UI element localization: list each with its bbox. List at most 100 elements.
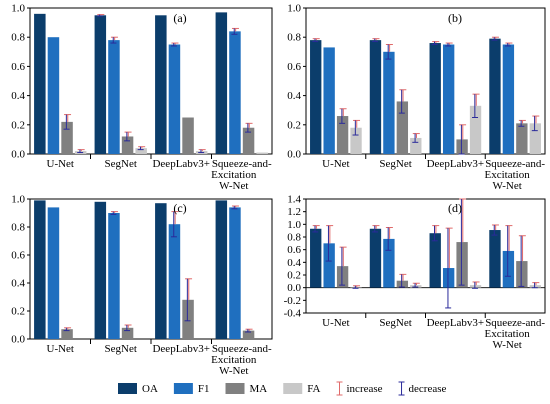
bar-fa-2	[410, 137, 422, 154]
legend-swatch	[118, 383, 137, 394]
y-tick-label: -0.2	[284, 295, 301, 307]
bar-f1-1	[47, 207, 60, 339]
bar-f1-1	[323, 47, 335, 154]
bar-f1-2	[108, 213, 120, 339]
x-category-label: DeepLabv3+	[427, 158, 485, 170]
chart-panel-2: 0.0 0.2 0.4 0.6 0.8 1.0 U-Net SegNet DeepLabv3+ S…	[287, 3, 546, 192]
x-category-label: SegNet	[105, 158, 137, 170]
bar-oa-2	[94, 201, 107, 339]
x-category-label: DeepLabv3+	[152, 343, 210, 355]
y-tick-label: 0.0	[11, 149, 25, 161]
y-tick-label: 0.6	[11, 61, 25, 73]
bar-ma-4	[516, 123, 528, 154]
bar-oa-1	[34, 13, 46, 155]
x-category-label: U-Net	[47, 158, 75, 170]
bar-ma-2	[121, 136, 134, 154]
panel-label: (a)	[173, 11, 186, 25]
y-tick-label: 0.2	[11, 119, 25, 131]
legend-swatch	[173, 383, 193, 394]
legend-swatch	[225, 383, 245, 394]
bar-oa-4	[215, 12, 228, 154]
x-category-label: Squeeze-and-Excitation W-Net	[485, 317, 546, 351]
y-tick-label: 1.2	[287, 206, 301, 218]
bar-oa-2	[369, 40, 382, 155]
panel-label: (b)	[448, 11, 462, 25]
y-tick-label: 0.8	[11, 32, 25, 44]
bar-ma-4	[242, 330, 255, 339]
legend-label: OA	[142, 383, 158, 395]
y-tick-label: 0.8	[287, 32, 301, 44]
y-tick-label: 0.0	[287, 282, 301, 294]
y-tick-label: 0.4	[287, 257, 301, 269]
x-category-label: Squeeze-and-Excitation W-Net	[485, 158, 546, 192]
x-category-label: SegNet	[379, 317, 411, 329]
legend: OA F1 MA FA increase decrease	[118, 381, 447, 396]
bar-fa-4	[529, 285, 541, 288]
y-tick-label: 0.0	[287, 149, 301, 161]
legend-label: F1	[198, 383, 210, 395]
bar-oa-2	[94, 15, 107, 154]
panel-label: (c)	[173, 201, 186, 215]
x-category-label: SegNet	[105, 343, 137, 355]
bar-ma-2	[396, 280, 409, 288]
bar-ma-2	[396, 101, 409, 154]
bar-f1-4	[502, 250, 515, 288]
x-category-label: Squeeze-and-Excitation W-Net	[211, 158, 272, 192]
bar-oa-3	[429, 233, 441, 288]
chart-panel-3: 0.0 0.2 0.4 0.6 0.8 1.0 U-Net SegNet DeepLabv3+ S…	[11, 194, 273, 377]
chart-panel-1: 0.0 0.2 0.4 0.6 0.8 1.0 U-Net SegNet DeepLabv3+ S…	[11, 3, 273, 192]
bar-f1-4	[229, 31, 241, 154]
legend-item-oa: OA	[118, 383, 158, 395]
bar-f1-4	[502, 44, 515, 154]
legend-label: decrease	[409, 383, 447, 395]
y-tick-label: 0.4	[11, 90, 25, 102]
bar-f1-4	[229, 207, 241, 339]
legend-label: MA	[250, 383, 268, 395]
bar-fa-3	[469, 285, 482, 288]
bar-oa-3	[429, 43, 441, 154]
x-category-label: DeepLabv3+	[427, 317, 485, 329]
legend-item-ma: MA	[225, 383, 268, 395]
bar-fa-4	[529, 123, 541, 154]
bar-fa-1	[350, 287, 362, 288]
legend-swatch	[283, 383, 303, 394]
bar-ma-1	[61, 329, 73, 339]
chart-panel-4: -0.4-0.20.00.20.40.60.81.01.21.4 U-Net Seg…	[284, 194, 546, 351]
bar-ma-3	[456, 139, 468, 154]
x-category-label: Squeeze-and-Excitation W-Net	[211, 343, 272, 377]
bar-oa-1	[310, 228, 322, 288]
y-tick-label: 0.6	[287, 61, 301, 73]
bar-ma-4	[516, 261, 528, 288]
y-tick-label: 1.0	[287, 3, 301, 15]
x-category-label: U-Net	[322, 317, 350, 329]
bar-ma-2	[121, 327, 134, 339]
bar-fa-2	[135, 148, 147, 154]
y-tick-label: 0.2	[11, 306, 25, 318]
bar-ma-3	[456, 242, 468, 288]
bar-fa-2	[410, 285, 422, 288]
bar-f1-3	[168, 44, 181, 154]
bar-ma-3	[182, 299, 194, 339]
y-tick-label: 0.6	[287, 244, 301, 256]
bar-oa-3	[155, 15, 167, 154]
legend-item-increase: increase	[336, 381, 383, 396]
bar-oa-1	[34, 200, 46, 339]
bar-ma-1	[336, 116, 349, 154]
y-tick-label: 1.0	[11, 3, 25, 15]
bar-oa-4	[489, 230, 501, 288]
y-tick-label: -0.4	[284, 308, 302, 320]
bar-fa-1	[350, 127, 362, 154]
bar-ma-1	[61, 121, 73, 154]
x-category-label: U-Net	[322, 158, 350, 170]
legend-item-decrease: decrease	[398, 381, 447, 396]
bar-oa-4	[215, 200, 228, 339]
y-tick-label: 1.4	[287, 194, 301, 206]
y-tick-label: 0.4	[287, 90, 301, 102]
bar-f1-3	[442, 44, 455, 154]
bar-oa-4	[489, 38, 501, 154]
x-category-label: DeepLabv3+	[152, 158, 210, 170]
bar-ma-4	[242, 127, 255, 154]
bar-f1-3	[442, 268, 455, 288]
legend-label: FA	[307, 383, 320, 395]
